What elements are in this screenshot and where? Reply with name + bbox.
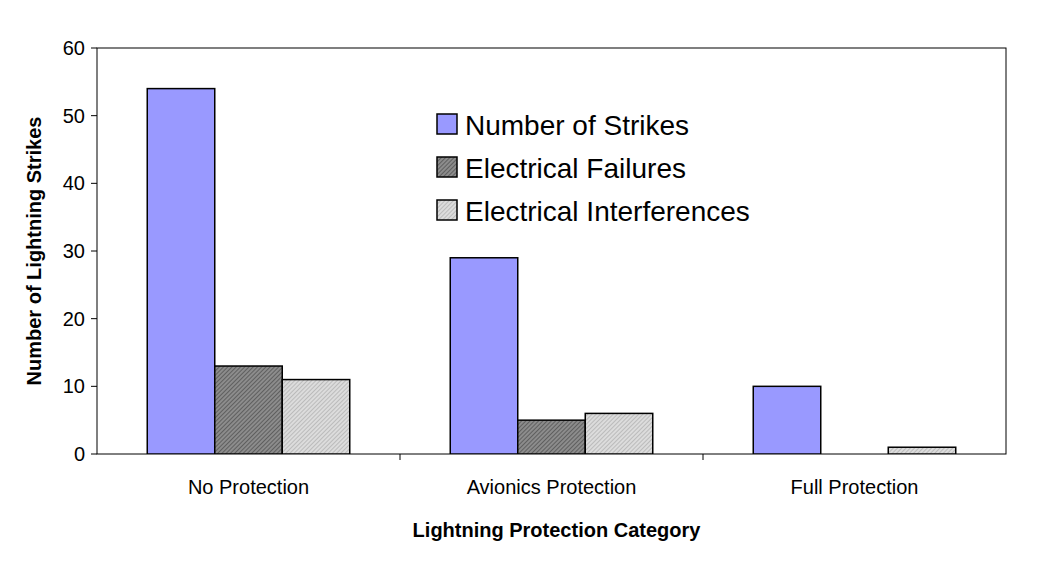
y-tick-label: 60 bbox=[63, 37, 85, 59]
y-tick bbox=[91, 183, 97, 184]
y-tick bbox=[91, 318, 97, 319]
y-tick bbox=[91, 48, 97, 49]
x-axis-label: Lightning Protection Category bbox=[413, 519, 702, 541]
y-axis-label: Number of Lightning Strikes bbox=[23, 117, 45, 386]
legend-swatch bbox=[437, 157, 457, 177]
x-tick bbox=[400, 454, 401, 460]
bar bbox=[215, 366, 283, 454]
legend-swatch bbox=[437, 114, 457, 134]
bar bbox=[888, 447, 956, 454]
x-tick-label: Full Protection bbox=[791, 476, 919, 498]
bar bbox=[585, 413, 653, 454]
x-tick-label: Avionics Protection bbox=[467, 476, 637, 498]
legend-label: Electrical Failures bbox=[465, 153, 686, 184]
chart-svg: 0 10 20 30 40 50 60 No Protection Avionics Prote… bbox=[0, 0, 1058, 564]
bar bbox=[450, 258, 518, 454]
y-tick-label: 10 bbox=[63, 375, 85, 397]
bar bbox=[518, 420, 586, 454]
legend-label: Number of Strikes bbox=[465, 110, 689, 141]
y-tick-label: 20 bbox=[63, 308, 85, 330]
y-tick-label: 0 bbox=[74, 443, 85, 465]
bar bbox=[753, 386, 821, 454]
bars bbox=[147, 89, 956, 454]
y-tick bbox=[91, 115, 97, 116]
y-tick bbox=[91, 454, 97, 455]
y-tick-label: 50 bbox=[63, 105, 85, 127]
chart-container: 0 10 20 30 40 50 60 No Protection Avionics Prote… bbox=[0, 0, 1058, 564]
bar bbox=[282, 380, 350, 454]
bar bbox=[821, 454, 889, 455]
y-tick-label: 40 bbox=[63, 172, 85, 194]
y-tick bbox=[91, 251, 97, 252]
x-tick bbox=[703, 454, 704, 460]
x-tick-label: No Protection bbox=[188, 476, 309, 498]
plot-frame bbox=[97, 48, 1006, 454]
y-tick bbox=[91, 386, 97, 387]
legend-swatch bbox=[437, 200, 457, 220]
bar bbox=[147, 89, 215, 454]
y-tick-label: 30 bbox=[63, 240, 85, 262]
legend-label: Electrical Interferences bbox=[465, 196, 750, 227]
